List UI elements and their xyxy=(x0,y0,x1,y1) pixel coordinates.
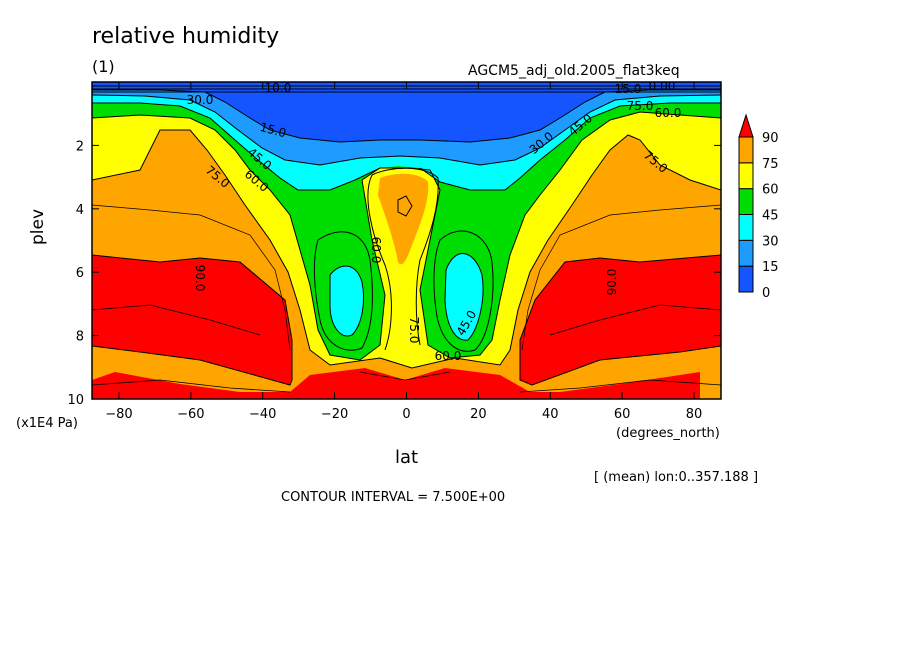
contour-line-15 xyxy=(92,89,721,143)
contour-line-90-right xyxy=(519,254,721,386)
contour-label: 75.0 xyxy=(627,99,654,113)
contour-line-82-right xyxy=(521,204,721,351)
x-tick-label: −20 xyxy=(321,407,348,422)
contour-line-blob-right xyxy=(433,230,494,352)
colorbar: 0 15 30 45 60 75 90 xyxy=(738,113,779,301)
x-tick-label: 40 xyxy=(542,407,559,422)
contour-label: 60.0 xyxy=(435,349,462,363)
contour-line-75 xyxy=(92,129,721,369)
contour-line-bottom xyxy=(92,371,721,393)
colorbar-swatch xyxy=(738,214,754,241)
colorbar-label: 75 xyxy=(762,157,779,172)
run-label: AGCM5_adj_old.2005_flat3keq xyxy=(468,63,680,79)
colorbar-label: 15 xyxy=(762,260,779,275)
mean-note: [ (mean) lon:0..357.188 ] xyxy=(594,470,759,485)
contour-line-60 xyxy=(92,111,721,361)
chart-title: relative humidity xyxy=(92,24,280,49)
colorbar-label: 45 xyxy=(762,209,779,224)
colorbar-label: 90 xyxy=(762,131,779,146)
y-tick-label: 2 xyxy=(76,139,84,154)
y-tick-label: 6 xyxy=(76,266,84,281)
contour-label: 60.0 xyxy=(369,237,383,264)
contour-label: 60.0 xyxy=(655,106,682,120)
colorbar-swatch xyxy=(738,162,754,190)
x-tick-label: 20 xyxy=(470,407,487,422)
fill-center-tongue-75 xyxy=(378,173,429,265)
y-tick-label: 8 xyxy=(76,330,84,345)
colorbar-label: 60 xyxy=(762,183,779,198)
colorbar-arrow xyxy=(738,113,754,138)
contour-line-center-small xyxy=(397,195,413,217)
x-tick-label: 0 xyxy=(402,407,410,422)
contour-label: 10.0 xyxy=(265,81,292,95)
colorbar-swatch xyxy=(738,265,754,293)
contour-label: 90.0 xyxy=(605,269,619,296)
x-tick-label: 80 xyxy=(686,407,703,422)
y-axis-unit: (x1E4 Pa) xyxy=(16,416,78,431)
x-tick-label: 60 xyxy=(614,407,631,422)
contour-label: 30.0 xyxy=(187,93,214,107)
x-tick-label: −80 xyxy=(105,407,132,422)
contour-label: 15.0 xyxy=(258,120,287,140)
contour-line-90-left xyxy=(92,254,293,386)
fill-level-30-left-blob xyxy=(330,265,364,336)
x-tick-label: −40 xyxy=(249,407,276,422)
fill-level-30-right-blob xyxy=(445,253,484,341)
contour-line-blob-left xyxy=(313,231,373,351)
colorbar-swatch xyxy=(738,136,754,164)
y-tick-label: 4 xyxy=(76,203,84,218)
contour-interval: CONTOUR INTERVAL = 7.500E+00 xyxy=(281,490,506,505)
x-axis-ticks: −80 −60 −40 −20 0 20 40 60 80 xyxy=(105,82,702,422)
colorbar-label: 30 xyxy=(762,234,779,249)
x-axis-unit: (degrees_north) xyxy=(616,426,720,441)
x-axis-label: lat xyxy=(395,447,419,468)
colorbar-label: 0 xyxy=(762,286,770,301)
x-tick-label: −60 xyxy=(177,407,204,422)
contour-label: 90.0 xyxy=(193,265,207,292)
colorbar-swatch xyxy=(738,188,754,216)
colorbar-swatch xyxy=(738,239,754,267)
contour-label: 75.0 xyxy=(407,317,421,344)
y-axis-ticks: 2 4 6 8 10 xyxy=(67,139,721,408)
contour-label: 0.00 xyxy=(649,79,676,93)
contour-line-30 xyxy=(92,94,721,166)
contour-line-45 xyxy=(92,102,721,191)
y-tick-label: 10 xyxy=(67,393,84,408)
fill-level-0 xyxy=(92,82,721,142)
contour-line-82-left xyxy=(92,204,291,351)
contour-label: 15.0 xyxy=(615,82,642,96)
panel-label: (1) xyxy=(92,57,115,76)
contour-plot-area: 10.030.015.045.060.075.090.060.075.045.0… xyxy=(92,79,721,399)
